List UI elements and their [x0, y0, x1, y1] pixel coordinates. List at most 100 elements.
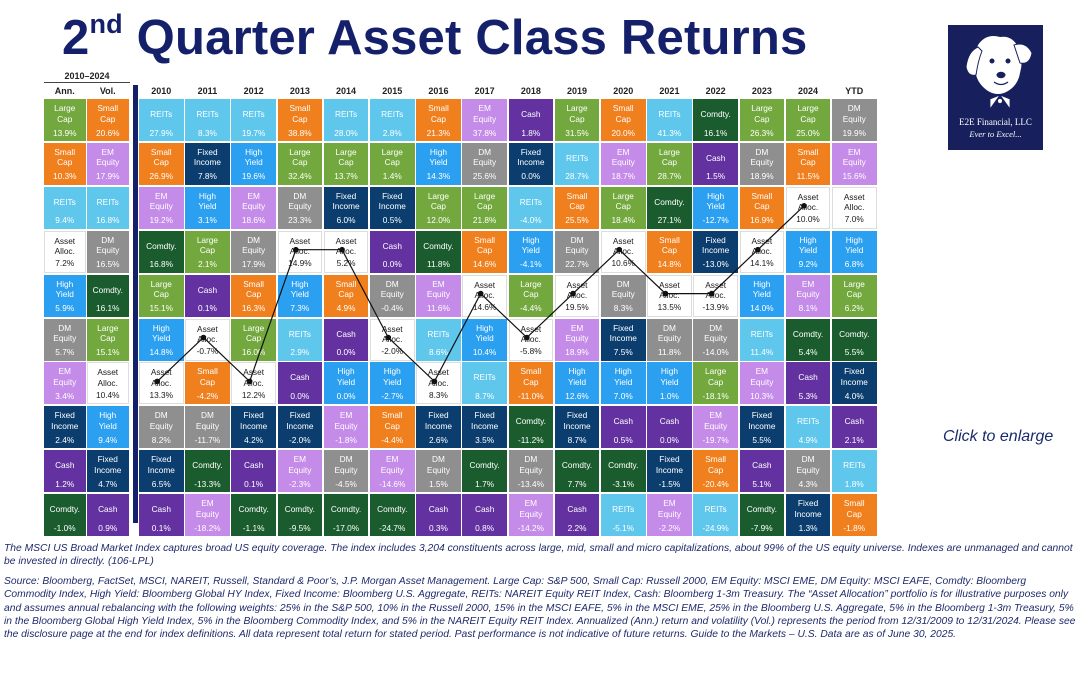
- cell-2023-dm-equity: DM Equity 18.9%: [739, 142, 785, 185]
- cell-return-value: -2.0%: [289, 434, 311, 445]
- cell-return-value: -2.0%: [381, 346, 404, 356]
- cell-asset-label: Cash: [798, 372, 818, 383]
- cell-return-value: 10.0%: [796, 214, 820, 225]
- cell-2018-small-cap: Small Cap -11.0%: [508, 362, 554, 405]
- cell-asset-label: Asset Alloc.: [54, 235, 76, 257]
- cell-2023-em-equity: EM Equity 10.3%: [739, 362, 785, 405]
- cell-2015-cash: Cash 0.0%: [370, 230, 415, 273]
- cell-return-value: 0.1%: [197, 303, 217, 314]
- cell-2023-fixed-income: Fixed Income 5.5%: [739, 406, 785, 449]
- cell-asset-label: DM Equity: [611, 278, 635, 300]
- logo-tagline: Ever to Excel...: [969, 129, 1022, 139]
- cell-2016-fixed-income: Fixed Income 2.6%: [416, 406, 461, 449]
- cell-return-value: -2.7%: [381, 390, 404, 401]
- footnote-msci: The MSCI US Broad Market Index captures …: [4, 543, 1073, 568]
- cell-return-value: -11.2%: [518, 434, 544, 445]
- cell-asset-label: Small Cap: [54, 146, 76, 168]
- column-header-2017: 2017: [474, 86, 495, 96]
- cell-return-value: -9.5%: [289, 522, 311, 533]
- cell-2016-em-equity: EM Equity 11.6%: [416, 274, 461, 317]
- cell-2019-em-equity: EM Equity 18.9%: [554, 318, 600, 361]
- cell-2019-small-cap: Small Cap 25.5%: [554, 186, 600, 229]
- cell-2023-high-yield: High Yield 14.0%: [739, 274, 785, 317]
- cell-return-value: 7.7%: [567, 478, 587, 489]
- cell-return-value: 8.7%: [475, 390, 495, 401]
- cell-asset-label: DM Equity: [842, 103, 866, 124]
- cell-2022-high-yield: High Yield -12.7%: [693, 186, 738, 229]
- cell-asset-label: Comdty.: [700, 109, 731, 119]
- cell-2011-high-yield: High Yield 3.1%: [185, 186, 230, 229]
- cell-asset-label: Comdty.: [608, 460, 639, 471]
- cell-vol-em-equity: EM Equity 17.9%: [87, 142, 129, 185]
- cell-asset-label: EM Equity: [842, 146, 866, 168]
- column-header-2024: 2024: [798, 86, 819, 96]
- cell-2016-large-cap: Large Cap 12.0%: [416, 186, 461, 229]
- cell-2018-large-cap: Large Cap -4.4%: [508, 274, 554, 317]
- cell-return-value: 15.1%: [95, 347, 120, 357]
- column-header-2012: 2012: [243, 86, 264, 96]
- cell-return-value: 10.4%: [95, 389, 120, 400]
- cell-asset-label: Cash: [844, 416, 864, 427]
- cell-2021-high-yield: High Yield 1.0%: [647, 362, 692, 405]
- cell-2012-small-cap: Small Cap 16.3%: [231, 274, 276, 317]
- cell-2022-asset-alloc: Asset Alloc. -13.9%: [693, 274, 738, 317]
- cell-return-value: 3.4%: [55, 390, 75, 401]
- cell-2021-fixed-income: Fixed Income -1.5%: [647, 450, 692, 493]
- company-logo[interactable]: E2E Financial, LLC Ever to Excel...: [948, 25, 1043, 150]
- cell-2020-reits: REITs -5.1%: [601, 494, 646, 537]
- cell-2018-fixed-income: Fixed Income 0.0%: [508, 142, 554, 185]
- cell-return-value: -13.9%: [702, 302, 729, 313]
- cell-return-value: -14.0%: [702, 347, 729, 357]
- cell-return-value: 12.6%: [565, 390, 589, 401]
- cell-return-value: 8.7%: [567, 434, 587, 445]
- cell-asset-label: DM Equity: [195, 410, 219, 431]
- cell-return-value: 2.9%: [290, 347, 310, 357]
- cell-2010-em-equity: EM Equity 19.2%: [139, 186, 184, 229]
- cell-return-value: 14.8%: [149, 347, 174, 357]
- cell-asset-label: High Yield: [706, 190, 725, 212]
- cell-2024-dm-equity: DM Equity 4.3%: [785, 450, 831, 493]
- cell-return-value: 23.3%: [288, 215, 312, 226]
- cell-asset-label: Asset Alloc.: [612, 235, 634, 257]
- cell-return-value: -2.3%: [289, 478, 311, 489]
- cell-return-value: 8.3%: [197, 127, 217, 138]
- cell-2018-cash: Cash 1.8%: [508, 99, 554, 141]
- cell-ytd-large-cap: Large Cap 6.2%: [832, 274, 877, 317]
- cell-asset-label: High Yield: [198, 190, 217, 212]
- cell-asset-label: High Yield: [660, 366, 679, 387]
- cell-asset-label: DM Equity: [96, 234, 120, 256]
- cell-2019-comdty: Comdty. 7.7%: [554, 450, 600, 493]
- cell-asset-label: Large Cap: [751, 103, 773, 124]
- cell-return-value: 0.0%: [290, 390, 310, 401]
- cell-asset-label: Asset Alloc.: [520, 323, 542, 345]
- cell-asset-label: Large Cap: [705, 366, 727, 387]
- cell-return-value: 0.0%: [659, 434, 679, 445]
- click-to-enlarge-link[interactable]: Click to enlarge: [943, 428, 1054, 445]
- cell-return-value: 21.3%: [426, 127, 451, 138]
- cell-return-value: -18.2%: [194, 522, 221, 533]
- cell-2023-small-cap: Small Cap 16.9%: [739, 186, 785, 229]
- cell-asset-label: High Yield: [152, 322, 171, 344]
- cell-return-value: -24.7%: [379, 522, 406, 533]
- cell-asset-label: DM Equity: [657, 322, 681, 344]
- cell-ytd-reits: REITs 1.8%: [832, 450, 877, 493]
- cell-asset-label: Large Cap: [243, 322, 265, 344]
- cell-asset-label: Comdty.: [654, 196, 685, 207]
- cell-asset-label: Small Cap: [97, 103, 119, 124]
- cell-asset-label: High Yield: [845, 234, 864, 256]
- cell-asset-label: REITs: [750, 328, 773, 339]
- cell-asset-label: Fixed Income: [424, 410, 453, 431]
- cell-return-value: -14.6%: [379, 478, 406, 489]
- cell-asset-label: DM Equity: [53, 322, 77, 344]
- cell-return-value: 3.1%: [197, 215, 217, 226]
- cell-ytd-cash: Cash 2.1%: [832, 406, 877, 449]
- cell-return-value: 9.4%: [55, 215, 75, 226]
- cell-2021-asset-alloc: Asset Alloc. 13.5%: [647, 274, 692, 317]
- cell-return-value: -3.1%: [612, 478, 635, 489]
- cell-ann-small-cap: Small Cap 10.3%: [44, 142, 86, 185]
- cell-asset-label: Fixed Income: [378, 190, 406, 212]
- cell-return-value: 11.4%: [750, 347, 774, 357]
- cell-2014-cash: Cash 0.0%: [323, 318, 369, 361]
- cell-return-value: 16.9%: [750, 215, 774, 226]
- cell-asset-label: Fixed Income: [655, 454, 684, 475]
